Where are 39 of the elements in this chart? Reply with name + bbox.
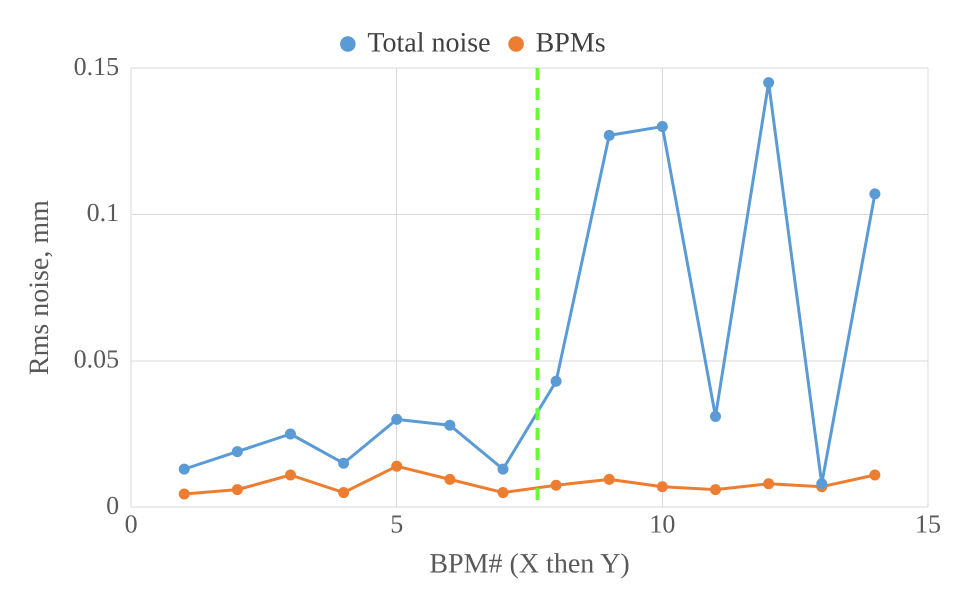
- y-tick-label: 0.05: [74, 344, 120, 374]
- point: [550, 480, 562, 491]
- point: [284, 469, 296, 480]
- y-axis-title: Rms noise, mm: [24, 200, 56, 376]
- y-tick-label: 0: [106, 491, 120, 520]
- x-tick-label: 15: [915, 510, 941, 539]
- point: [338, 487, 350, 498]
- point: [869, 188, 880, 200]
- point: [550, 376, 562, 387]
- point: [338, 458, 350, 469]
- point: [497, 487, 508, 498]
- point: [391, 460, 402, 472]
- point: [656, 481, 668, 492]
- point: [391, 414, 402, 425]
- legend-label: BPMs: [536, 27, 606, 58]
- point: [710, 484, 721, 496]
- legend-label: Total noise: [367, 27, 491, 58]
- point: [710, 410, 721, 422]
- point: [497, 464, 508, 475]
- point: [656, 121, 668, 132]
- point: [284, 428, 296, 440]
- point: [604, 130, 615, 141]
- point: [604, 474, 615, 485]
- point: [444, 420, 456, 431]
- y-tick-label: 0.15: [74, 52, 120, 81]
- point: [763, 478, 774, 490]
- x-tick-label: 10: [649, 510, 676, 539]
- point: [232, 446, 243, 458]
- y-tick-label: 0.1: [86, 198, 120, 228]
- point: [816, 478, 828, 490]
- x-tick-label: 0: [124, 510, 138, 539]
- point: [763, 77, 774, 88]
- point: [232, 484, 243, 496]
- x-axis-title: BPM# (X then Y): [429, 548, 630, 580]
- point: [444, 474, 456, 485]
- point: [178, 464, 190, 475]
- x-tick-label: 5: [390, 510, 404, 539]
- point: [178, 488, 190, 500]
- point: [869, 469, 880, 480]
